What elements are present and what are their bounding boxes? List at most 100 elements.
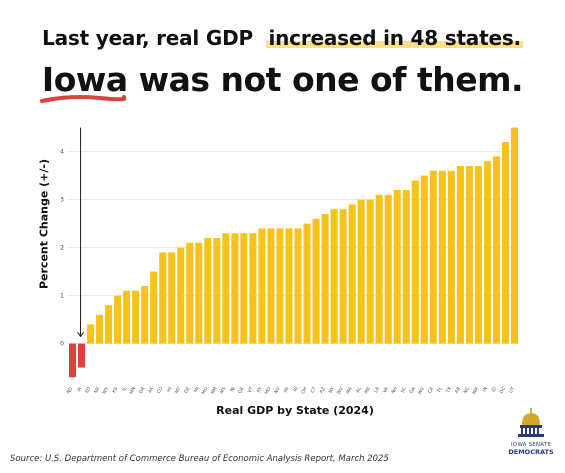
- x-tick-label: NE: [93, 386, 101, 395]
- bar-sc: [402, 190, 410, 344]
- x-tick-label: KS: [111, 386, 119, 394]
- x-tick-label: GA: [408, 385, 417, 395]
- bar-vt: [249, 233, 257, 344]
- bar-mn: [132, 290, 140, 344]
- x-tick-label: NV: [273, 385, 282, 394]
- bar-ga: [411, 180, 419, 344]
- bar-ky: [258, 228, 266, 344]
- x-axis-label: Real GDP by State (2024): [216, 404, 374, 417]
- bar-ct: [312, 218, 320, 344]
- bar-de: [186, 242, 194, 344]
- y-tick-label: 4: [60, 149, 64, 156]
- bar-me: [366, 199, 374, 344]
- x-tick-label: SD: [84, 386, 93, 395]
- capitol-dome-icon: [518, 408, 544, 437]
- x-tick-label: MN: [128, 386, 137, 395]
- bar-ma: [348, 204, 356, 344]
- bar-md: [267, 228, 275, 344]
- headline-prefix: Last year, real GDP: [42, 26, 253, 50]
- x-tick-label: NC: [463, 386, 472, 395]
- x-tick-label: OK: [237, 385, 246, 395]
- headline-highlight: increased in 48 states.: [266, 26, 523, 50]
- headline-state: Iowa: [41, 60, 128, 99]
- bar-id: [492, 156, 500, 344]
- y-tick-label: 1: [60, 293, 64, 300]
- x-tick-label: DE: [183, 386, 191, 395]
- x-tick-label: DC: [499, 386, 508, 395]
- x-tick-label: ME: [363, 386, 372, 395]
- x-tick-label: SC: [400, 386, 408, 394]
- bar-ia: [78, 343, 86, 368]
- bar-il: [123, 290, 131, 344]
- bar-ca: [429, 170, 437, 344]
- headline-state-wrapper: Iowa: [39, 60, 128, 103]
- bar-nv: [276, 228, 284, 344]
- logo-line2: DEMOCRATS: [508, 448, 554, 456]
- x-tick-label: WV: [417, 385, 426, 395]
- x-tick-label: IN: [482, 386, 490, 393]
- bar-co: [159, 252, 167, 344]
- x-tick-label: PA: [283, 385, 291, 394]
- bar-in: [483, 161, 491, 344]
- underline-swash-icon: [39, 95, 126, 103]
- bar-wa: [474, 166, 482, 344]
- x-tick-label: MA: [345, 385, 354, 395]
- x-tick-label: CT: [310, 386, 318, 394]
- y-tick-label: 2: [60, 245, 64, 252]
- source-note: Source: U.S. Department of Commerce Bure…: [10, 454, 389, 464]
- bar-mi: [195, 242, 203, 344]
- bar-oh: [303, 223, 311, 344]
- bar-wv: [420, 175, 428, 344]
- x-tick-label: CA: [427, 385, 436, 394]
- x-tick-label: AR: [454, 385, 463, 394]
- x-tick-label: WA: [471, 385, 480, 395]
- x-tick-label: NJ: [229, 386, 237, 393]
- headline-line2: Iowa was not one of them.: [0, 60, 565, 103]
- logo-line1: IOWA SENATE: [510, 442, 552, 448]
- bar-wv: [339, 209, 347, 344]
- x-tick-label: ND: [66, 386, 75, 395]
- bar-az: [321, 214, 329, 344]
- x-tick-label: VT: [246, 386, 254, 394]
- y-tick-label: 3: [60, 197, 64, 204]
- bar-ne: [96, 314, 104, 344]
- x-tick-label: AL: [355, 386, 363, 394]
- y-axis-label: Percent Change (+/-): [37, 158, 51, 290]
- x-tick-label: CO: [156, 386, 165, 395]
- x-tick-label: LA: [373, 385, 382, 394]
- bar-sd: [87, 324, 95, 344]
- headline-rest: was not one of them.: [127, 60, 524, 99]
- bar-ms: [222, 233, 230, 344]
- bar-nd: [68, 343, 77, 378]
- x-tick-label: NM: [210, 386, 219, 395]
- bar-ok: [240, 233, 248, 344]
- bar-dc: [501, 142, 509, 344]
- x-tick-label: UT: [508, 386, 516, 395]
- bar-pa: [285, 228, 293, 344]
- x-tick-label: WV: [336, 385, 345, 395]
- x-tick-label: KY: [256, 386, 264, 394]
- x-tick-label: NH: [390, 386, 399, 395]
- x-tick-label: TX: [444, 386, 453, 395]
- bar-nh: [393, 190, 401, 344]
- y-tick-label: 0: [60, 341, 64, 348]
- bar-nj: [231, 233, 239, 344]
- bar-mt: [177, 247, 185, 344]
- x-tick-label: HI: [166, 386, 174, 393]
- x-tick-label: MS: [219, 386, 228, 395]
- bar-la: [375, 194, 383, 344]
- bar-ut: [510, 127, 519, 344]
- x-tick-label: AK: [147, 385, 156, 394]
- bar-hi: [168, 252, 176, 344]
- x-tick-label: RI: [292, 386, 299, 393]
- bar-wy: [105, 305, 113, 344]
- bar-ak: [150, 271, 158, 344]
- bar-ri: [294, 228, 302, 344]
- x-tick-label: FL: [436, 386, 444, 394]
- bar-or: [141, 286, 149, 344]
- bar-ks: [114, 295, 122, 344]
- x-tick-label: OH: [300, 386, 309, 395]
- bar-ar: [456, 166, 464, 344]
- x-tick-label: AZ: [318, 386, 326, 394]
